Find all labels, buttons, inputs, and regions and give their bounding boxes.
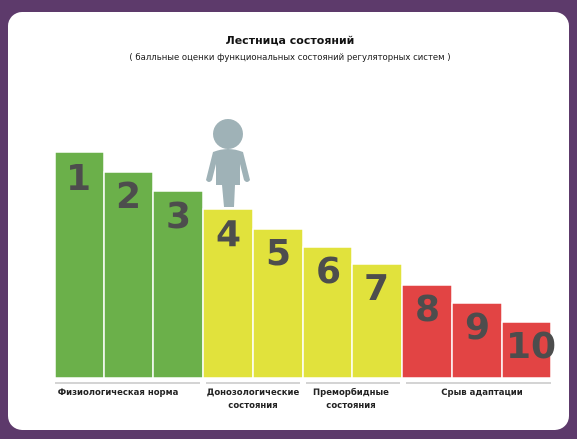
step xyxy=(103,171,154,379)
step-number: 3 xyxy=(166,196,191,237)
group-label: Донозологические xyxy=(207,388,300,398)
step xyxy=(451,302,503,379)
group-label: Срыв адаптации xyxy=(441,388,522,398)
group-labels: Физиологическая норма Донозологические с… xyxy=(58,387,523,411)
step xyxy=(302,246,353,379)
step-number: 9 xyxy=(465,307,490,348)
step-number: 4 xyxy=(216,214,241,255)
group-label: Физиологическая норма xyxy=(58,388,179,398)
group-label: Преморбидные xyxy=(313,387,389,398)
step xyxy=(501,321,552,379)
step-number: 8 xyxy=(415,289,440,330)
group-label: состояния xyxy=(228,401,277,411)
step-number: 10 xyxy=(506,326,556,367)
step-numbers: 1 2 3 4 5 6 7 8 9 10 xyxy=(66,158,556,367)
step-number: 1 xyxy=(66,158,91,199)
step xyxy=(351,263,403,379)
subtitle: ( балльные оценки функциональных состоян… xyxy=(129,53,450,63)
step xyxy=(401,284,453,379)
title: Лестница состояний xyxy=(226,34,355,47)
step xyxy=(252,228,304,379)
step-number: 7 xyxy=(364,268,389,309)
steps xyxy=(54,151,552,379)
step-number: 5 xyxy=(266,233,291,274)
child-figure xyxy=(206,119,250,207)
group-label: состояния xyxy=(326,401,375,411)
step-number: 6 xyxy=(316,251,341,292)
step-number: 2 xyxy=(116,176,141,217)
